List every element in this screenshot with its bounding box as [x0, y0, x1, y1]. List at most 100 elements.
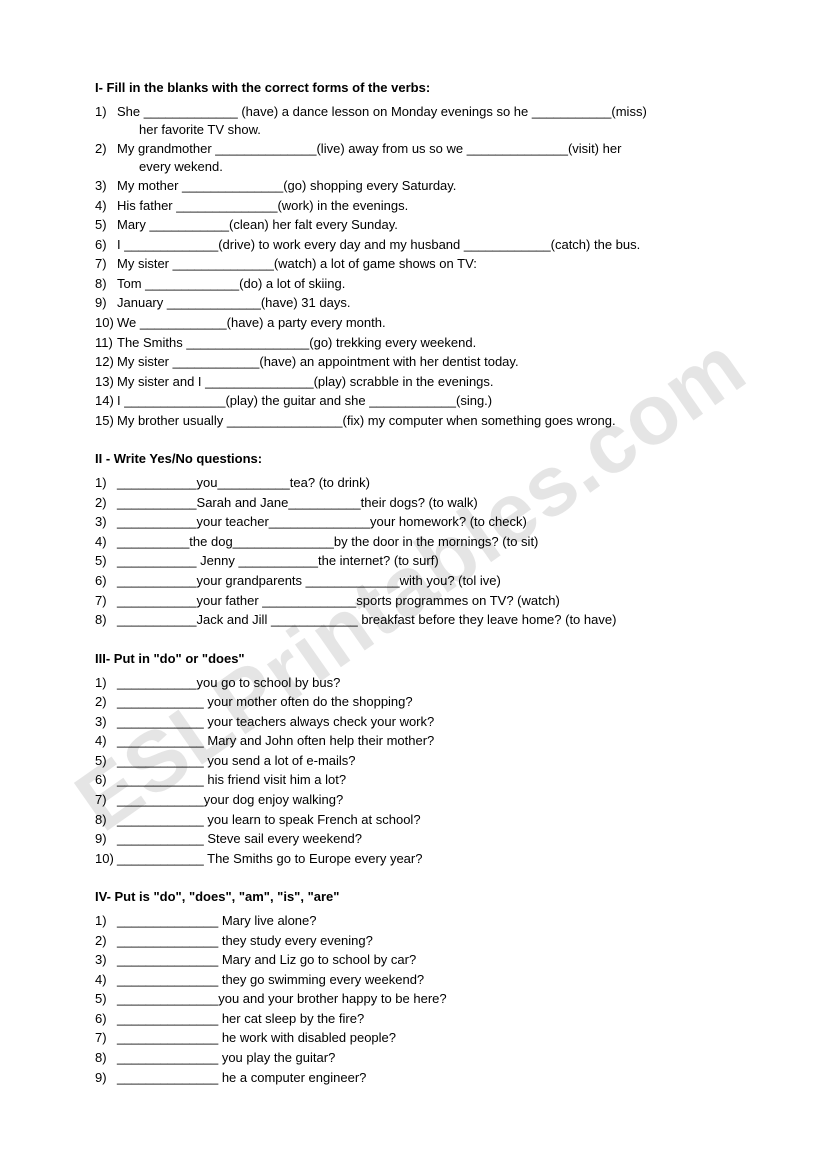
item-text: ______________ Mary live alone? [117, 913, 317, 928]
section-4-item: 8) ______________ you play the guitar? [95, 1049, 746, 1067]
section-4: IV- Put is "do", "does", "am", "is", "ar… [95, 889, 746, 1086]
item-text: ______________ they study every evening? [117, 933, 373, 948]
item-number: 8) [95, 275, 117, 293]
item-text: January _____________(have) 31 days. [117, 295, 350, 310]
section-1-item: 8) Tom _____________(do) a lot of skiing… [95, 275, 746, 293]
item-text: My sister ______________(watch) a lot of… [117, 256, 477, 271]
item-text: I ______________(play) the guitar and sh… [117, 393, 492, 408]
section-1-item: 12) My sister ____________(have) an appo… [95, 353, 746, 371]
item-text: My grandmother ______________(live) away… [117, 141, 621, 156]
item-number: 5) [95, 990, 117, 1008]
section-3-item: 10) ____________ The Smiths go to Europe… [95, 850, 746, 868]
item-text: ______________ they go swimming every we… [117, 972, 424, 987]
item-number: 10) [95, 850, 117, 868]
item-number: 5) [95, 752, 117, 770]
item-number: 7) [95, 592, 117, 610]
section-1-item: 13) My sister and I _______________(play… [95, 373, 746, 391]
item-number: 7) [95, 791, 117, 809]
item-text: His father ______________(work) in the e… [117, 198, 408, 213]
section-1-item: 11) The Smiths _________________(go) tre… [95, 334, 746, 352]
section-1-item: 5) Mary ___________(clean) her falt ever… [95, 216, 746, 234]
item-number: 4) [95, 533, 117, 551]
section-4-heading: IV- Put is "do", "does", "am", "is", "ar… [95, 889, 746, 904]
section-2-heading: II - Write Yes/No questions: [95, 451, 746, 466]
item-text: ___________your grandparents ___________… [117, 573, 501, 588]
section-2-item: 1) ___________you__________tea? (to drin… [95, 474, 746, 492]
section-4-item: 1) ______________ Mary live alone? [95, 912, 746, 930]
item-number: 3) [95, 713, 117, 731]
section-2-item: 8) ___________Jack and Jill ____________… [95, 611, 746, 629]
section-2-item: 5) ___________ Jenny ___________the inte… [95, 552, 746, 570]
section-1-item: 6) I _____________(drive) to work every … [95, 236, 746, 254]
section-3-item: 9) ____________ Steve sail every weekend… [95, 830, 746, 848]
section-1-items: 1) She _____________ (have) a dance less… [95, 103, 746, 429]
item-text: ______________ he a computer engineer? [117, 1070, 366, 1085]
item-text: ___________Sarah and Jane__________their… [117, 495, 478, 510]
worksheet-page: I- Fill in the blanks with the correct f… [0, 0, 821, 1168]
item-text: ____________ The Smiths go to Europe eve… [117, 851, 422, 866]
item-text-continuation: her favorite TV show. [117, 121, 746, 139]
item-text: ____________your dog enjoy walking? [117, 792, 343, 807]
section-4-item: 7) ______________ he work with disabled … [95, 1029, 746, 1047]
item-number: 3) [95, 513, 117, 531]
section-1-item: 2) My grandmother ______________(live) a… [95, 140, 746, 175]
item-number: 9) [95, 294, 117, 312]
item-text: ___________you__________tea? (to drink) [117, 475, 370, 490]
item-text: I _____________(drive) to work every day… [117, 237, 640, 252]
section-4-item: 9) ______________ he a computer engineer… [95, 1069, 746, 1087]
section-3-item: 2) ____________ your mother often do the… [95, 693, 746, 711]
item-text: ______________ he work with disabled peo… [117, 1030, 396, 1045]
item-text: ______________ Mary and Liz go to school… [117, 952, 416, 967]
item-text: We ____________(have) a party every mont… [117, 315, 386, 330]
section-2: II - Write Yes/No questions: 1) ________… [95, 451, 746, 628]
item-number: 9) [95, 830, 117, 848]
section-1-item: 14) I ______________(play) the guitar an… [95, 392, 746, 410]
section-1-item: 1) She _____________ (have) a dance less… [95, 103, 746, 138]
item-number: 1) [95, 103, 117, 121]
item-text: ______________ you play the guitar? [117, 1050, 335, 1065]
section-1-item: 10) We ____________(have) a party every … [95, 314, 746, 332]
section-3-heading: III- Put in "do" or "does" [95, 651, 746, 666]
item-number: 14) [95, 392, 117, 410]
section-3-item: 6) ____________ his friend visit him a l… [95, 771, 746, 789]
item-number: 1) [95, 912, 117, 930]
item-text: My brother usually ________________(fix)… [117, 413, 616, 428]
item-number: 5) [95, 216, 117, 234]
section-2-item: 7) ___________your father _____________s… [95, 592, 746, 610]
section-4-item: 5) ______________you and your brother ha… [95, 990, 746, 1008]
item-number: 4) [95, 732, 117, 750]
item-number: 6) [95, 1010, 117, 1028]
item-text: ______________ her cat sleep by the fire… [117, 1011, 364, 1026]
item-number: 3) [95, 177, 117, 195]
item-number: 1) [95, 474, 117, 492]
section-2-items: 1) ___________you__________tea? (to drin… [95, 474, 746, 628]
item-text: ___________ Jenny ___________the interne… [117, 553, 439, 568]
section-1-item: 3) My mother ______________(go) shopping… [95, 177, 746, 195]
section-3-item: 7) ____________your dog enjoy walking? [95, 791, 746, 809]
item-number: 12) [95, 353, 117, 371]
item-text: ____________ Mary and John often help th… [117, 733, 434, 748]
section-4-item: 3) ______________ Mary and Liz go to sch… [95, 951, 746, 969]
section-2-item: 3) ___________your teacher______________… [95, 513, 746, 531]
item-number: 2) [95, 693, 117, 711]
section-2-item: 4) __________the dog______________by the… [95, 533, 746, 551]
section-2-item: 6) ___________your grandparents ________… [95, 572, 746, 590]
item-text: __________the dog______________by the do… [117, 534, 538, 549]
item-number: 13) [95, 373, 117, 391]
section-1: I- Fill in the blanks with the correct f… [95, 80, 746, 429]
section-4-item: 4) ______________ they go swimming every… [95, 971, 746, 989]
section-3-item: 1) ___________you go to school by bus? [95, 674, 746, 692]
section-1-item: 7) My sister ______________(watch) a lot… [95, 255, 746, 273]
item-number: 6) [95, 236, 117, 254]
section-4-item: 2) ______________ they study every eveni… [95, 932, 746, 950]
item-number: 15) [95, 412, 117, 430]
section-1-item: 15) My brother usually ________________(… [95, 412, 746, 430]
item-number: 2) [95, 494, 117, 512]
item-number: 5) [95, 552, 117, 570]
item-number: 6) [95, 771, 117, 789]
item-number: 6) [95, 572, 117, 590]
item-text: ____________ your teachers always check … [117, 714, 434, 729]
item-text: ___________you go to school by bus? [117, 675, 340, 690]
section-1-item: 4) His father ______________(work) in th… [95, 197, 746, 215]
section-1-heading: I- Fill in the blanks with the correct f… [95, 80, 746, 95]
